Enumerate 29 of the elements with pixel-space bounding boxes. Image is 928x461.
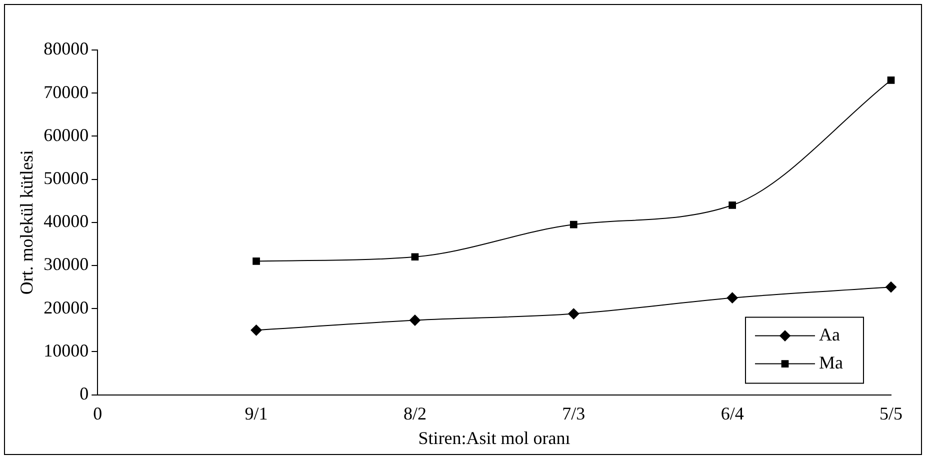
y-tick-label: 30000 <box>44 254 89 274</box>
y-tick-label: 20000 <box>44 297 89 318</box>
x-tick-label: 9/1 <box>244 403 268 424</box>
x-tick-label: 5/5 <box>879 403 903 424</box>
x-tick-label: 7/3 <box>562 403 586 424</box>
point <box>411 253 419 261</box>
y-tick-label: 60000 <box>44 124 89 145</box>
legend-label: Aa <box>819 324 840 345</box>
y-tick-label: 0 <box>80 384 89 404</box>
x-tick-label: 6/4 <box>720 403 744 424</box>
y-tick-label: 50000 <box>44 168 89 188</box>
y-tick-label: 70000 <box>44 82 89 102</box>
point <box>568 308 580 320</box>
point <box>252 258 260 265</box>
y-tick-label: 40000 <box>44 211 89 232</box>
y-tick-label: 80000 <box>44 38 89 59</box>
point <box>726 292 738 304</box>
point <box>409 314 420 326</box>
x-tick-label: 0 <box>93 403 102 424</box>
point <box>886 282 896 293</box>
y-tick-label: 10000 <box>44 340 89 360</box>
x-tick-label: 8/2 <box>403 403 426 424</box>
legend-label: Ma <box>819 352 844 373</box>
point <box>728 201 736 209</box>
point <box>887 76 895 84</box>
point <box>570 220 578 228</box>
point <box>250 324 262 336</box>
x-axis-title: Stiren:Asit mol oranı <box>418 428 570 448</box>
y-axis-title: Ort. molekül kütlesi <box>16 150 37 295</box>
